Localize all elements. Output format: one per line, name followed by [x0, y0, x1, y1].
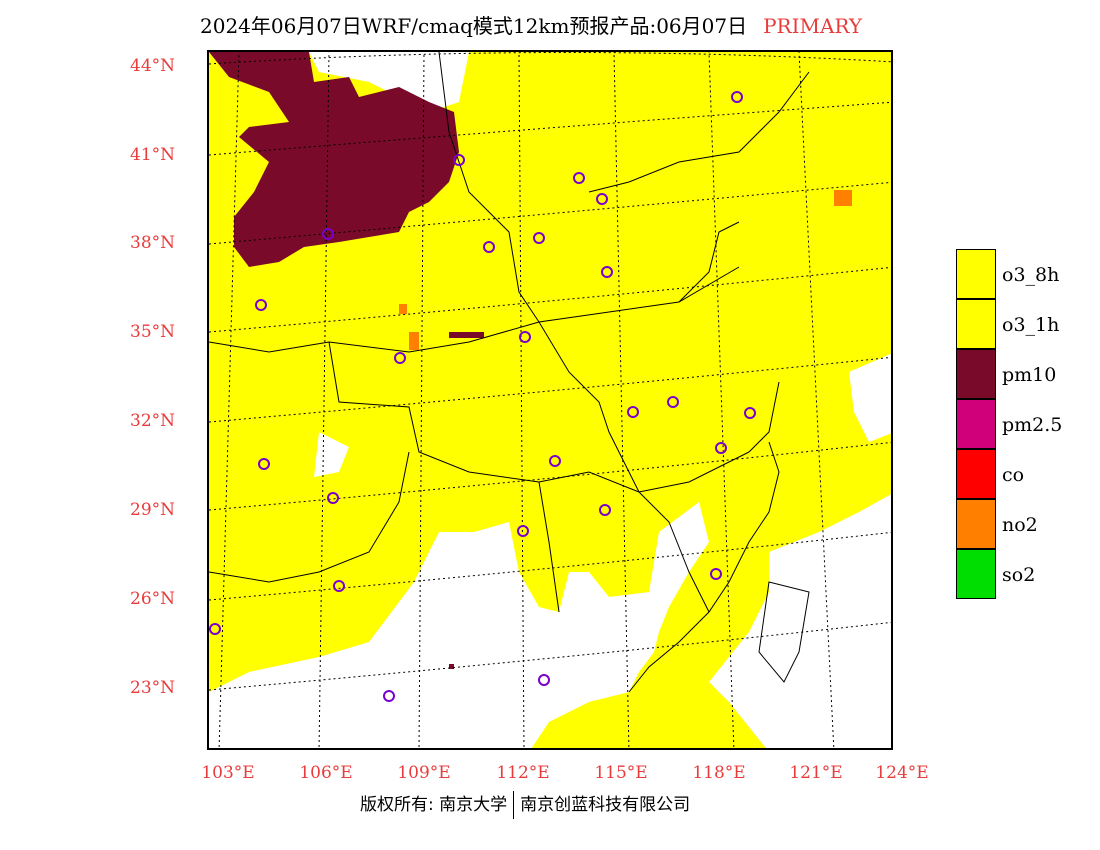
lon-label: 115°E — [594, 763, 648, 783]
site-marker — [599, 504, 611, 516]
lon-label: 112°E — [496, 763, 550, 783]
pollutant-map — [207, 50, 893, 750]
lat-label: 35°N — [130, 322, 176, 342]
map-canvas — [209, 52, 891, 748]
copyright-footer: 版权所有: 南京大学 南京创蓝科技有限公司 — [360, 790, 690, 819]
lat-label: 32°N — [130, 411, 176, 431]
site-marker — [258, 458, 270, 470]
clean-region-south — [209, 502, 709, 748]
title-text: 2024年06月07日WRF/cmaq模式12km预报产品:06月07日 — [200, 14, 748, 38]
site-marker — [538, 674, 550, 686]
lon-line — [318, 52, 330, 748]
copyright-left: 版权所有: 南京大学 — [360, 795, 508, 815]
site-marker — [710, 568, 722, 580]
clean-region-east2 — [849, 353, 891, 442]
province-borders — [209, 52, 810, 693]
lat-line — [209, 531, 891, 601]
site-marker — [327, 492, 339, 504]
legend-label: no2 — [1002, 514, 1038, 536]
site-marker — [596, 193, 608, 205]
lon-line — [518, 52, 525, 748]
site-marker — [322, 228, 334, 240]
site-marker — [744, 407, 756, 419]
lon-line — [613, 52, 630, 748]
pm10-patch — [449, 332, 484, 338]
lon-label: 121°E — [789, 763, 843, 783]
site-marker — [517, 525, 529, 537]
site-marker — [731, 91, 743, 103]
site-marker — [519, 331, 531, 343]
footer-separator — [513, 791, 515, 819]
lat-line — [209, 101, 891, 156]
lat-line — [209, 441, 891, 511]
lon-line — [218, 52, 240, 748]
copyright-right: 南京创蓝科技有限公司 — [520, 795, 691, 815]
lat-line — [209, 356, 891, 423]
site-marker — [627, 406, 639, 418]
lat-line — [209, 266, 891, 333]
lat-label: 23°N — [130, 678, 176, 698]
lon-label: 103°E — [201, 763, 255, 783]
lat-label: 44°N — [130, 56, 176, 76]
no2-patch — [834, 190, 852, 206]
graticule — [209, 52, 891, 748]
primary-tag: PRIMARY — [763, 14, 863, 38]
site-marker — [394, 352, 406, 364]
lon-line — [418, 52, 425, 748]
legend-label: so2 — [1002, 564, 1036, 586]
site-marker — [209, 623, 221, 635]
legend-swatch-co — [956, 449, 996, 499]
legend-swatch-o3-8h — [956, 249, 996, 299]
pm10-patch — [449, 664, 454, 669]
site-marker — [383, 690, 395, 702]
legend-label: pm10 — [1002, 364, 1057, 386]
clean-region-southwest — [314, 432, 349, 477]
lat-label: 41°N — [130, 145, 176, 165]
lat-line — [209, 181, 891, 245]
legend-label: o3_1h — [1002, 314, 1060, 336]
legend-label: o3_8h — [1002, 264, 1060, 286]
legend-swatch-so2 — [956, 549, 996, 599]
site-marker — [533, 232, 545, 244]
lat-label: 29°N — [130, 500, 176, 520]
no2-patch — [399, 304, 407, 314]
lon-label: 109°E — [397, 763, 451, 783]
no2-patch — [409, 332, 419, 350]
lon-line — [798, 52, 835, 748]
lat-label: 26°N — [130, 589, 176, 609]
pm10-region — [209, 52, 459, 267]
legend-swatch-pm10 — [956, 349, 996, 399]
map-title: 2024年06月07日WRF/cmaq模式12km预报产品:06月07日 PRIM… — [200, 10, 862, 39]
clean-region-taiwan — [769, 552, 849, 612]
legend-label: co — [1002, 464, 1025, 486]
site-marker — [453, 154, 465, 166]
legend-label: pm2.5 — [1002, 414, 1063, 436]
site-marker — [667, 396, 679, 408]
site-marker — [715, 442, 727, 454]
clean-region-east — [709, 494, 891, 748]
lat-line — [209, 621, 891, 691]
site-marker — [601, 266, 613, 278]
legend-swatch-o3-1h — [956, 299, 996, 349]
site-marker — [333, 580, 345, 592]
site-marker — [255, 299, 267, 311]
legend-swatch-no2 — [956, 499, 996, 549]
monitoring-sites — [209, 91, 756, 702]
site-marker — [573, 172, 585, 184]
lon-label: 106°E — [299, 763, 353, 783]
site-marker — [483, 241, 495, 253]
lon-line — [708, 52, 735, 748]
lon-label: 124°E — [875, 763, 929, 783]
legend-swatch-pm25 — [956, 399, 996, 449]
site-marker — [549, 455, 561, 467]
clean-region-north — [309, 52, 469, 112]
lon-label: 118°E — [692, 763, 746, 783]
lat-label: 38°N — [130, 233, 176, 253]
